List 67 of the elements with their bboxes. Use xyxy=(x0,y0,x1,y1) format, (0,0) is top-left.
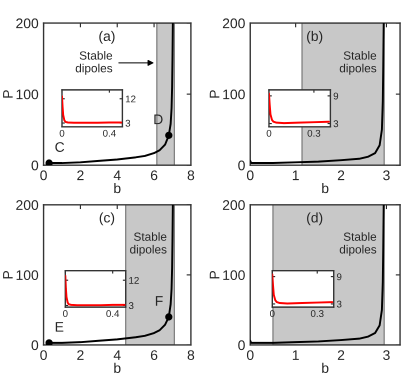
text: (c) xyxy=(100,212,114,226)
y-tick-label: 0 xyxy=(32,340,38,350)
series-label: C xyxy=(55,142,64,152)
x-tick-label: 8 xyxy=(188,170,194,180)
x-tick-label: 2 xyxy=(338,350,344,360)
band-label: Stable dipoles xyxy=(130,232,167,256)
chart-title: (b) xyxy=(307,30,322,44)
x-tick-label: 2 xyxy=(77,170,84,180)
x-tick-label: 0 xyxy=(62,310,68,318)
x-tick-label: 1 xyxy=(292,170,299,180)
y-tick-label: 200 xyxy=(16,200,38,210)
x-tick-label: 8 xyxy=(188,350,194,360)
y-tick-label: 12 xyxy=(126,96,136,102)
x-tick-label: 3 xyxy=(383,170,390,180)
x-tick-label: 0.4 xyxy=(102,130,116,137)
y-tick-label: 3 xyxy=(128,302,134,310)
y-tick-label: 100 xyxy=(223,89,245,100)
x-tick-label: 0 xyxy=(266,130,272,137)
y-axis-title: P xyxy=(210,270,220,278)
y-tick-label: 0 xyxy=(32,160,38,170)
band-label: Stable dipoles xyxy=(340,232,376,256)
y-tick-label: 100 xyxy=(16,89,38,100)
y-tick-label: 0 xyxy=(238,340,245,350)
x-tick-label: 3 xyxy=(383,350,390,360)
x-tick-label: 1 xyxy=(292,350,299,360)
y-tick-label: 0 xyxy=(238,160,245,170)
y-tick-label: 9 xyxy=(334,92,338,100)
x-tick-label: 0.3 xyxy=(308,130,320,137)
x-tick-label: 6 xyxy=(150,170,158,180)
line-series xyxy=(272,273,334,304)
y-tick-label: 9 xyxy=(336,273,342,280)
x-tick-label: 0 xyxy=(40,350,47,360)
y-tick-label: 3 xyxy=(334,120,338,128)
x-tick-label: 2 xyxy=(338,170,344,180)
x-axis-title: b xyxy=(322,182,328,194)
x-tick-label: 0 xyxy=(40,170,47,180)
x-axis-title: b xyxy=(114,362,121,373)
y-axis-title: P xyxy=(210,90,220,98)
text: (a) xyxy=(99,30,115,44)
chart-title: (d) xyxy=(307,212,322,226)
x-tick-label: 2 xyxy=(77,350,84,360)
x-axis-title: b xyxy=(114,182,121,194)
line-series xyxy=(62,95,122,124)
y-tick-label: 100 xyxy=(223,270,245,280)
x-axis-title: b xyxy=(322,362,328,373)
series-label: F xyxy=(156,296,163,306)
y-axis-title: P xyxy=(3,90,13,98)
x-tick-label: 0.3 xyxy=(310,310,324,318)
y-tick-label: 12 xyxy=(129,276,139,284)
y-tick-label: 100 xyxy=(16,270,38,280)
x-tick-label: 0 xyxy=(246,350,254,360)
y-tick-label: 3 xyxy=(126,120,130,127)
y-tick-label: 200 xyxy=(222,200,245,210)
band-label: Stable dipoles xyxy=(76,51,112,75)
x-tick-label: 4 xyxy=(114,350,121,360)
y-axis-title: P xyxy=(3,270,13,278)
y-tick-label: 3 xyxy=(336,300,342,308)
series-label: D xyxy=(154,114,163,124)
x-tick-label: 4 xyxy=(114,170,121,180)
x-tick-label: 6 xyxy=(150,350,158,360)
y-tick-label: 200 xyxy=(222,18,245,28)
x-tick-label: 0 xyxy=(246,170,254,180)
series-label: E xyxy=(56,322,64,332)
x-tick-label: 0.4 xyxy=(106,310,120,318)
band-label: Stable dipoles xyxy=(340,51,376,75)
y-tick-label: 200 xyxy=(16,18,38,28)
x-tick-label: 0 xyxy=(60,130,64,137)
